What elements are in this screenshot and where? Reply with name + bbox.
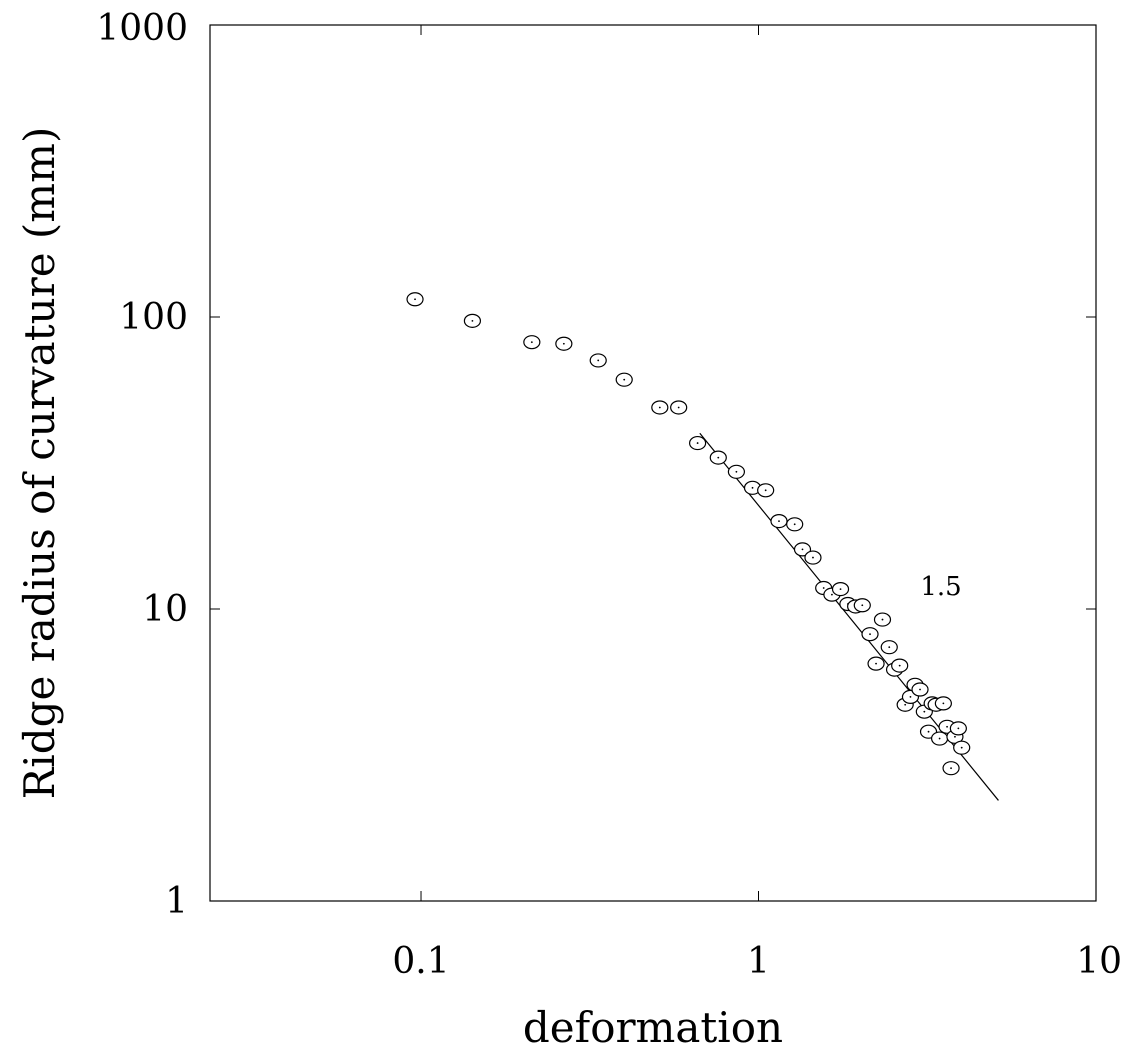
data-point bbox=[786, 517, 804, 532]
fit-slope-label: 1.5 bbox=[920, 572, 961, 602]
data-point bbox=[934, 696, 952, 711]
data-point bbox=[670, 400, 688, 415]
data-point bbox=[689, 435, 707, 451]
data-point bbox=[793, 542, 812, 557]
data-point bbox=[853, 598, 871, 613]
data-point bbox=[757, 483, 775, 498]
data-point bbox=[651, 400, 669, 415]
tick-labels: 0.1 1 10 1 10 100 1000 bbox=[96, 8, 1122, 982]
data-point bbox=[891, 658, 909, 673]
data-point bbox=[743, 480, 762, 495]
data-point bbox=[406, 292, 424, 307]
data-point bbox=[615, 372, 633, 387]
data-point bbox=[911, 682, 929, 697]
data-point bbox=[861, 627, 879, 642]
data-point bbox=[873, 612, 892, 627]
x-tick-label: 1 bbox=[747, 941, 770, 982]
data-point bbox=[463, 313, 482, 328]
data-point bbox=[589, 353, 607, 368]
data-point bbox=[953, 740, 971, 755]
data-point bbox=[949, 721, 967, 736]
data-point bbox=[770, 513, 788, 529]
data-point bbox=[804, 550, 822, 565]
y-tick-label: 1 bbox=[165, 881, 188, 922]
y-axis-title: Ridge radius of curvature (mm) bbox=[15, 127, 64, 800]
x-tick-label: 10 bbox=[1076, 941, 1122, 982]
data-point bbox=[555, 336, 573, 351]
data-point bbox=[831, 581, 850, 597]
x-axis-title: deformation bbox=[523, 1003, 783, 1052]
y-tick-label: 10 bbox=[142, 589, 188, 630]
data-point bbox=[867, 656, 885, 671]
data-point bbox=[727, 464, 746, 479]
data-point bbox=[523, 335, 541, 350]
data-point bbox=[942, 761, 960, 776]
plot-area-frame bbox=[209, 24, 1097, 902]
data-points bbox=[406, 292, 971, 776]
data-point bbox=[880, 640, 898, 655]
y-tick-label: 1000 bbox=[96, 8, 188, 49]
x-tick-label: 0.1 bbox=[392, 941, 449, 982]
axis-ticks bbox=[210, 25, 1096, 901]
y-tick-label: 100 bbox=[119, 297, 188, 338]
data-point bbox=[709, 450, 727, 465]
data-point bbox=[930, 731, 949, 746]
